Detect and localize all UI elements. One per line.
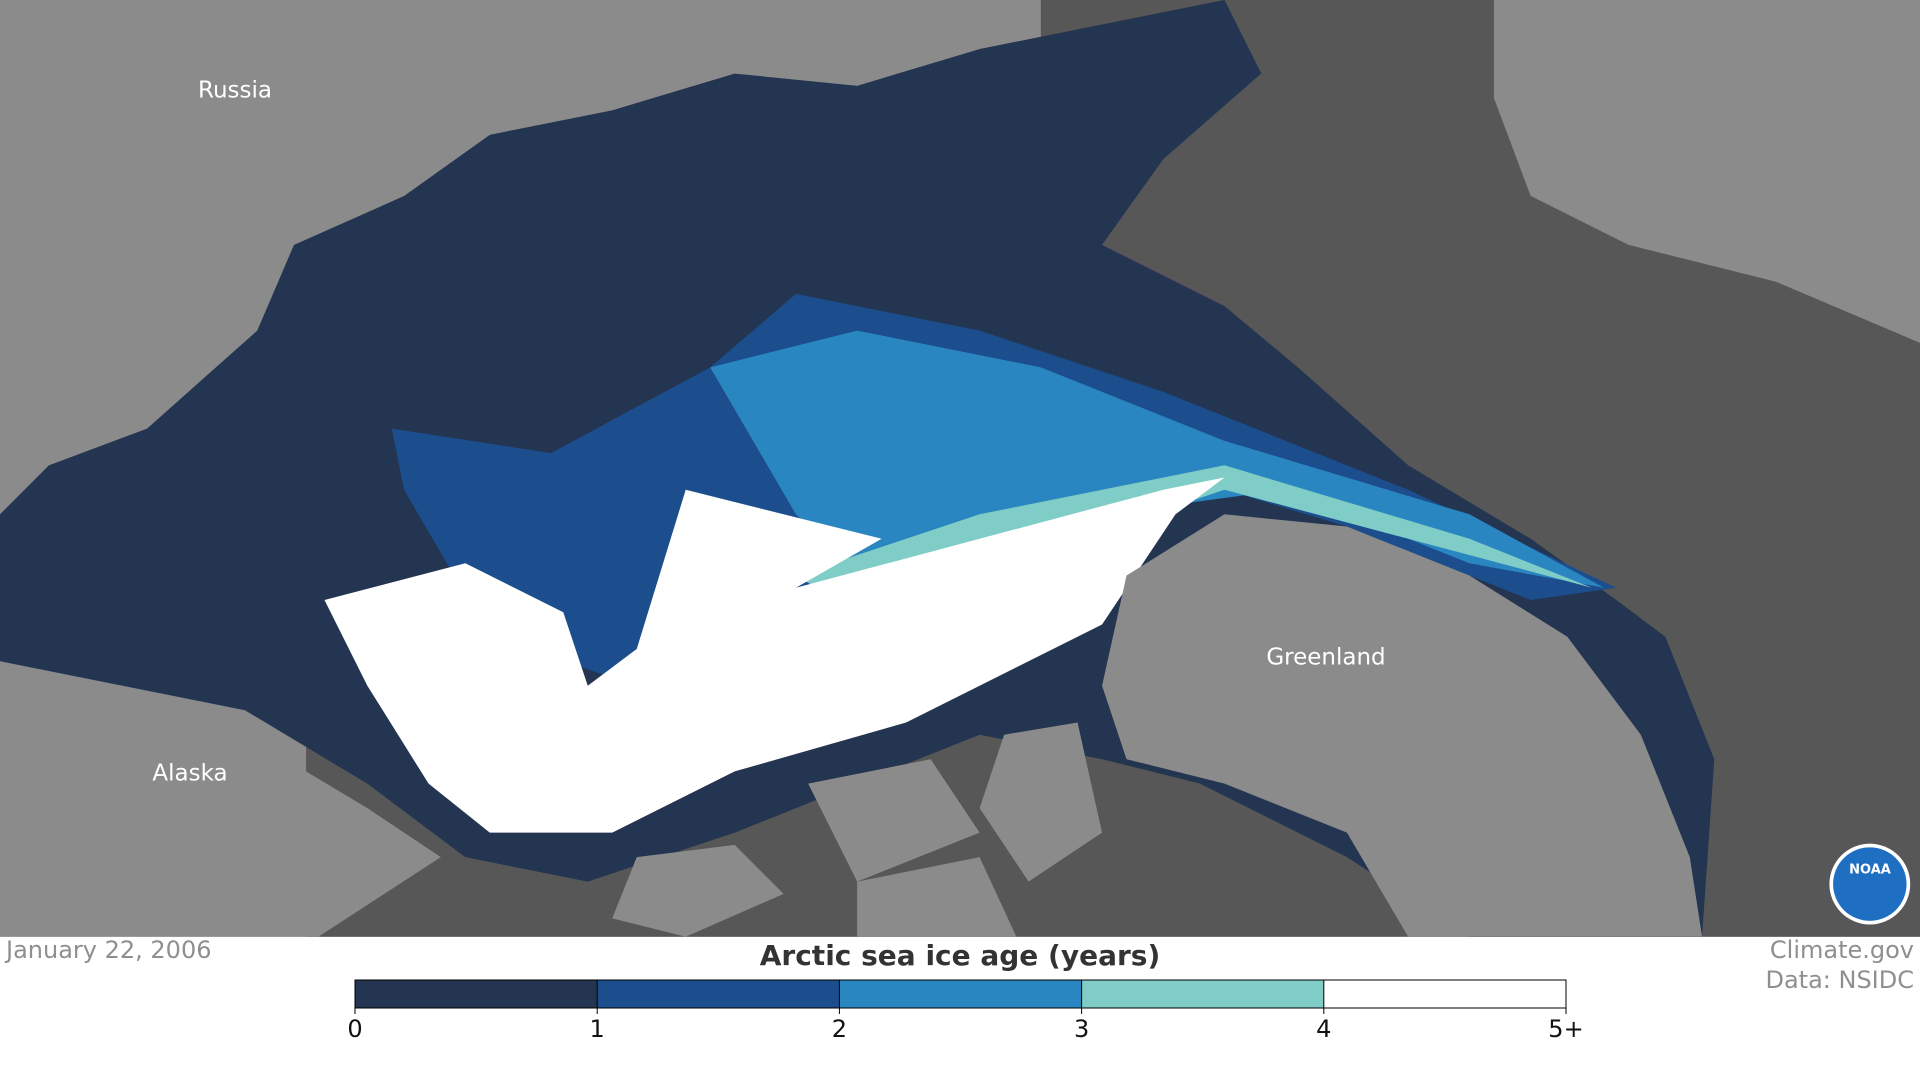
logo-text: NOAA	[1849, 863, 1891, 878]
legend-swatch	[355, 980, 598, 1008]
legend: 0 1 2 3 4 5+	[347, 979, 1584, 1043]
source: Data: NSIDC	[1765, 966, 1914, 994]
place-label: Russia	[198, 78, 272, 104]
place-label: Greenland	[1266, 645, 1385, 671]
legend-tick-label: 4	[1316, 1015, 1331, 1043]
legend-swatch	[839, 980, 1082, 1008]
scandinavia-land	[1493, 0, 1920, 343]
legend-swatch	[1081, 980, 1324, 1008]
legend-tick-label: 0	[347, 1015, 362, 1043]
place-label: Alaska	[152, 761, 227, 787]
alaska-land	[0, 685, 441, 937]
ice-old	[324, 477, 1225, 833]
map	[0, 0, 1920, 937]
legend-tick-label: 1	[590, 1015, 605, 1043]
legend-tick-label: 3	[1074, 1015, 1089, 1043]
legend-swatch	[1323, 980, 1566, 1008]
logo-inner	[1833, 847, 1907, 921]
legend-title: Arctic sea ice age (years)	[760, 939, 1161, 972]
greenland-land	[1102, 514, 1703, 937]
legend-tick-label: 2	[832, 1015, 847, 1043]
date: January 22, 2006	[4, 936, 212, 964]
russia-land	[0, 0, 1041, 490]
legend-swatch	[597, 980, 840, 1008]
legend-tick-label: 5+	[1548, 1015, 1583, 1043]
islands	[612, 722, 1103, 937]
credit: Climate.gov	[1770, 936, 1914, 964]
